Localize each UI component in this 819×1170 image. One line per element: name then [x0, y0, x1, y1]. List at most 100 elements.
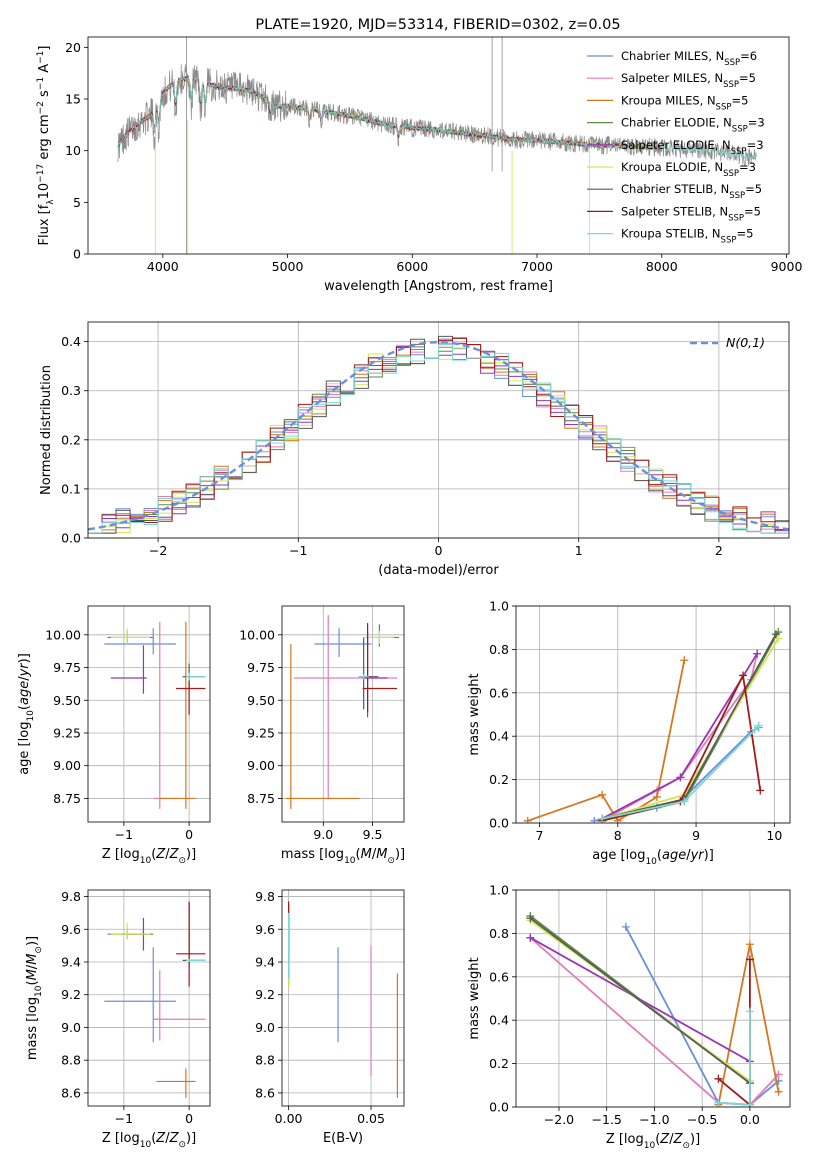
y-axis-label: mass weight: [467, 673, 482, 755]
chart-title: PLATE=1920, MJD=53314, FIBERID=0302, z=0…: [255, 17, 620, 33]
weight-marker: [745, 1007, 754, 1016]
y-tick-label: 0.8: [489, 642, 509, 657]
weight-marker: [754, 721, 763, 730]
y-tick-label: 15: [65, 92, 81, 107]
panel-mass_vs_ebv: 0.00 0.05 8.6 8.8 9.0 9.2 9.4 9.6 9.8 E(B-V): [255, 889, 405, 1146]
y-tick-label: 8.75: [247, 791, 275, 806]
x-axis-label: Z [log10(Z/Z⊙)]: [102, 847, 196, 866]
y-tick-label: 1.0: [489, 883, 509, 898]
panels: 4000 5000 6000 7000 8000 900005101520waveleng…: [17, 17, 802, 1151]
histogram-step: [88, 344, 789, 534]
y-tick-label: 9.8: [61, 889, 81, 904]
axes-border: [515, 889, 791, 1108]
weight-marker: [598, 814, 607, 823]
weight-marker: [526, 933, 535, 942]
axes-border: [87, 889, 211, 1107]
y-axis-label: age [log10(age/yr)]: [17, 653, 36, 775]
weight-marker: [774, 634, 783, 643]
weight-marker: [745, 940, 754, 949]
x-axis-label: mass [log10(M/M⊙)]: [281, 847, 405, 866]
errorbar-point: [153, 621, 173, 809]
weight-line: [601, 631, 780, 822]
x-tick-label: 7: [536, 828, 544, 843]
y-axis-label: Flux [fλ10−17 erg cm−2 s−1 A−1]: [36, 46, 56, 246]
weight-marker: [680, 656, 689, 665]
y-tick-label: 8.6: [61, 1085, 81, 1100]
weight-series: [714, 1007, 754, 1107]
x-tick-label: 10: [766, 828, 782, 843]
x-tick-label: 0: [185, 1111, 193, 1126]
legend-label: Salpeter MILES, NSSP=5: [621, 71, 756, 90]
y-tick-label: 8.8: [255, 1053, 275, 1068]
plot-area: [287, 901, 399, 1098]
y-tick-label: 9.4: [255, 955, 275, 970]
grid: [282, 890, 404, 1106]
weight-marker: [774, 1087, 783, 1096]
weight-series: [590, 723, 763, 823]
y-tick-label: 9.0: [61, 1020, 81, 1035]
errorbar-point: [358, 674, 369, 680]
axes-border: [515, 605, 791, 824]
y-tick-label: 0.4: [489, 729, 509, 744]
y-axis-label: mass [log10(M/M⊙)]: [25, 936, 44, 1060]
legend-label: Kroupa MILES, NSSP=5: [621, 93, 748, 112]
y-tick-label: 9.6: [61, 922, 81, 937]
x-tick-label: 0.05: [357, 1111, 385, 1126]
y-tick-label: 0.8: [489, 926, 509, 941]
y-tick-label: 8.8: [61, 1053, 81, 1068]
weight-marker: [590, 816, 599, 823]
axes-border: [87, 605, 211, 823]
grid: [282, 606, 404, 822]
x-axis-label: E(B-V): [323, 1131, 363, 1146]
weight-marker: [523, 816, 532, 823]
axes-frame: −2.0 −1.5 −1.0 −0.5 0.0 0.0 0.2 0.4 0.6 0.8 1.0 Z […: [467, 883, 791, 1151]
x-tick-label: −1: [115, 1111, 133, 1126]
errorbar-point: [176, 901, 206, 987]
weight-marker: [756, 786, 765, 795]
y-tick-label: 9.75: [53, 660, 81, 675]
errorbar-point: [110, 628, 150, 644]
y-tick-label: 20: [65, 40, 81, 55]
errorbar-point: [185, 958, 206, 962]
legend-label: Kroupa ELODIE, NSSP=3: [621, 160, 756, 179]
x-tick-label: 2: [715, 543, 723, 558]
weight-marker: [750, 725, 759, 734]
weight-series: [598, 649, 762, 823]
y-tick-label: 0.1: [61, 481, 81, 496]
panel-mass_vs_z: −1 0 8.6 8.8 9.0 9.2 9.4 9.6 9.8 Z [log10(Z/Z⊙)] m…: [25, 889, 211, 1150]
panel-spectrum: 4000 5000 6000 7000 8000 9000 0 5 10 15 20 waveleng…: [36, 17, 802, 294]
weight-marker: [598, 790, 607, 799]
axes-border: [281, 889, 405, 1107]
weight-marker: [652, 792, 661, 801]
y-tick-label: 0.4: [489, 1013, 509, 1028]
x-tick-label: 7000: [521, 259, 553, 274]
y-tick-label: 0.0: [489, 1100, 509, 1115]
x-tick-label: 9000: [771, 259, 803, 274]
plot-area: [104, 901, 206, 1098]
x-tick-label: 0: [185, 827, 193, 842]
x-tick-label: 8: [614, 828, 622, 843]
x-tick-label: 5000: [272, 259, 304, 274]
x-axis-label: Z [log10(Z/Z⊙)]: [606, 1132, 700, 1151]
axes-border: [281, 605, 405, 823]
axes-frame: 7 8 9 10 0.0 0.2 0.4 0.6 0.8 1.0 age [log10(age/yr…: [467, 599, 791, 867]
y-tick-label: 0.0: [61, 531, 81, 546]
x-tick-label: 9: [692, 828, 700, 843]
y-tick-label: 0.2: [489, 1056, 509, 1071]
y-tick-label: 9.50: [53, 693, 81, 708]
y-tick-label: 10.00: [45, 627, 81, 642]
x-tick-label: 4000: [147, 259, 179, 274]
plot-area: [104, 621, 206, 809]
x-tick-label: 6000: [396, 259, 428, 274]
y-tick-label: 9.25: [53, 725, 81, 740]
axes-frame: 0.00 0.05 8.6 8.8 9.0 9.2 9.4 9.6 9.8 E(B-V): [255, 889, 405, 1146]
y-tick-label: 9.0: [255, 1020, 275, 1035]
legend-label: N(0,1): [726, 335, 765, 350]
y-tick-label: 9.00: [247, 758, 275, 773]
y-tick-label: 0.3: [61, 383, 81, 398]
plot-area: [117, 37, 757, 254]
panel-mass_weight_vs_age: 7 8 9 10 0.0 0.2 0.4 0.6 0.8 1.0 age [log10(age/yr…: [467, 599, 791, 867]
weight-series: [714, 955, 754, 1107]
x-axis-label: (data-model)/error: [378, 563, 499, 578]
legend-label: Salpeter ELODIE, NSSP=3: [621, 138, 764, 157]
